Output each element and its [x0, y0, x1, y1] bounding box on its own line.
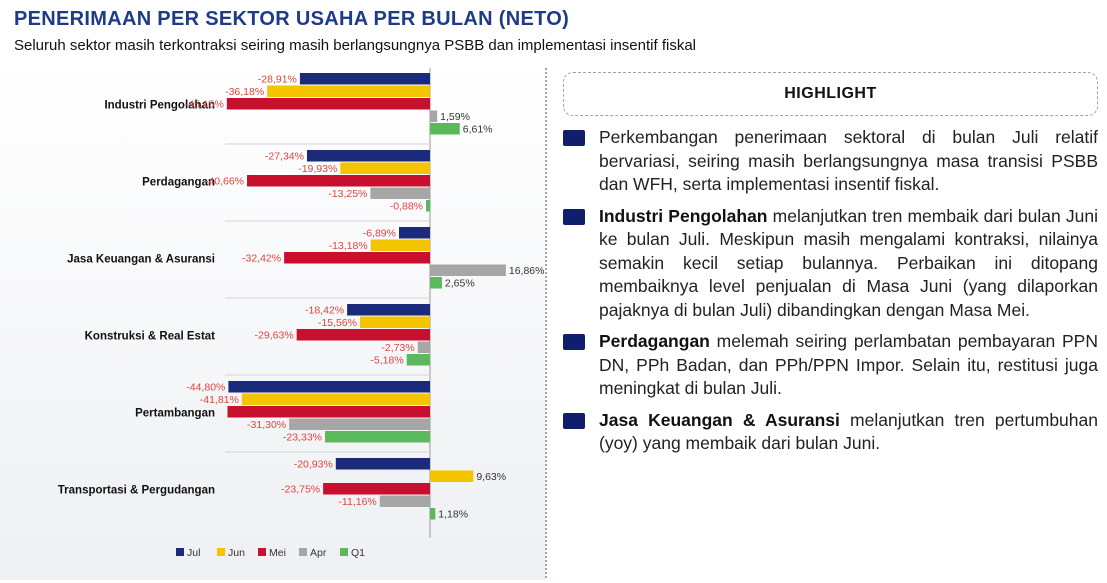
- data-label: 1,59%: [440, 111, 470, 123]
- data-label: -2,73%: [381, 342, 414, 354]
- data-label: 2,65%: [445, 278, 475, 290]
- legend-swatch-jun: [217, 548, 225, 556]
- data-label: -11,16%: [338, 496, 376, 508]
- legend-label: Q1: [351, 547, 365, 559]
- bullet-square-icon: [563, 130, 585, 146]
- page-subtitle: Seluruh sektor masih terkontraksi seirin…: [14, 37, 696, 54]
- bar-jun: [267, 85, 430, 97]
- bullet-square-icon: [563, 412, 585, 429]
- bar-jul: [398, 227, 430, 239]
- data-label: -45,15%: [185, 99, 224, 111]
- data-label: -5,18%: [370, 355, 403, 367]
- bar-mei: [284, 252, 430, 264]
- data-label: 16,86%: [509, 265, 545, 277]
- data-label: -13,25%: [328, 188, 367, 200]
- bar-apr: [417, 341, 430, 353]
- legend-swatch-apr: [299, 548, 307, 556]
- data-label: -18,42%: [305, 305, 344, 317]
- bar-apr: [370, 187, 430, 199]
- data-label: -15,56%: [318, 317, 357, 329]
- category-label: Perdagangan: [142, 176, 215, 188]
- highlight-item: Industri Pengolahan melanjutkan tren mem…: [563, 205, 1098, 323]
- bar-mei: [323, 483, 430, 495]
- legend-swatch-q1: [340, 548, 348, 556]
- highlight-header-box: HIGHLIGHT: [563, 72, 1098, 116]
- highlight-item-text: melanjutkan tren membaik dari bulan Juni…: [599, 205, 1098, 320]
- data-label: -32,42%: [242, 253, 281, 265]
- data-label: -23,33%: [283, 432, 322, 444]
- highlight-item-text: Perkembangan penerimaan sektoral di bula…: [599, 127, 1098, 194]
- legend-label: Apr: [310, 547, 327, 559]
- category-label: Transportasi & Pergudangan: [58, 484, 215, 496]
- category-label: Pertambangan: [135, 407, 215, 419]
- data-label: 1,18%: [438, 509, 468, 521]
- highlight-item-text: melanjutkan tren pertumbuhan (yoy) yang …: [599, 409, 1098, 454]
- chart-background: [0, 60, 545, 580]
- data-label: -20,93%: [294, 459, 333, 471]
- bar-jun: [340, 162, 430, 174]
- highlight-item: Perkembangan penerimaan sektoral di bula…: [563, 126, 1098, 197]
- bar-q1: [430, 277, 442, 289]
- legend-swatch-mei: [258, 548, 266, 556]
- highlight-item-bold: Jasa Keuangan & Asuransi: [599, 409, 840, 430]
- bar-jun: [359, 316, 430, 328]
- highlight-item-bold: Industri Pengolahan: [599, 205, 768, 226]
- bullet-square-icon: [563, 334, 585, 350]
- bullet-square-icon: [563, 208, 585, 225]
- highlight-item: Jasa Keuangan & Asuransi melanjutkan tre…: [563, 409, 1098, 456]
- bar-apr: [430, 110, 438, 122]
- legend-label: Mei: [269, 547, 286, 559]
- bar-q1: [406, 354, 430, 366]
- bar-mei: [296, 329, 430, 341]
- bar-q1: [426, 200, 430, 212]
- bar-mei: [227, 406, 430, 418]
- data-label: -31,30%: [247, 419, 286, 431]
- bar-q1: [430, 123, 460, 135]
- data-label: -29,63%: [255, 330, 294, 342]
- sector-bar-chart: Industri Pengolahan -28,91%-36,18%-45,15%…: [0, 60, 545, 580]
- bar-mei: [247, 175, 430, 187]
- legend-swatch-jul: [176, 548, 184, 556]
- category-label: Jasa Keuangan & Asuransi: [67, 253, 215, 265]
- bar-apr: [430, 264, 506, 276]
- data-label: -23,75%: [281, 484, 320, 496]
- bar-apr: [379, 495, 430, 507]
- data-label: -36,18%: [225, 86, 264, 98]
- bar-jul: [347, 304, 430, 316]
- bar-jul: [306, 150, 430, 162]
- data-label: -19,93%: [298, 163, 337, 175]
- bar-q1: [430, 508, 436, 520]
- data-label: -41,81%: [200, 394, 239, 406]
- data-label: -44,80%: [186, 382, 225, 394]
- data-label: -13,18%: [329, 240, 368, 252]
- bar-mei: [226, 98, 430, 110]
- data-label: -27,34%: [265, 151, 304, 163]
- bar-jul: [228, 381, 430, 393]
- legend-label: Jun: [228, 547, 245, 559]
- bar-apr: [289, 418, 430, 430]
- bar-q1: [325, 431, 430, 443]
- category-label: Industri Pengolahan: [104, 99, 215, 111]
- page-title: PENERIMAAN PER SEKTOR USAHA PER BULAN (N…: [14, 8, 570, 30]
- bar-jul: [299, 73, 430, 85]
- column-divider: [545, 68, 547, 578]
- data-label: 6,61%: [463, 124, 493, 136]
- highlight-item-bold: Perdagangan: [599, 331, 710, 351]
- highlight-item: Perdagangan melemah seiring perlambatan …: [563, 330, 1098, 401]
- legend-label: Jul: [187, 547, 200, 559]
- data-label: -0,88%: [390, 201, 423, 213]
- data-label: -40,66%: [205, 176, 244, 188]
- category-label: Konstruksi & Real Estat: [85, 330, 216, 342]
- highlight-heading: HIGHLIGHT: [784, 85, 877, 102]
- bar-jun: [430, 470, 474, 482]
- highlight-item-text: melemah seiring perlambatan pembayaran P…: [599, 331, 1098, 398]
- data-label: 9,63%: [476, 471, 506, 483]
- bar-jun: [241, 393, 430, 405]
- data-label: -6,89%: [363, 228, 396, 240]
- data-label: -28,91%: [258, 74, 297, 86]
- highlight-list: Perkembangan penerimaan sektoral di bula…: [563, 126, 1098, 464]
- bar-jul: [335, 458, 430, 470]
- bar-jun: [370, 239, 430, 251]
